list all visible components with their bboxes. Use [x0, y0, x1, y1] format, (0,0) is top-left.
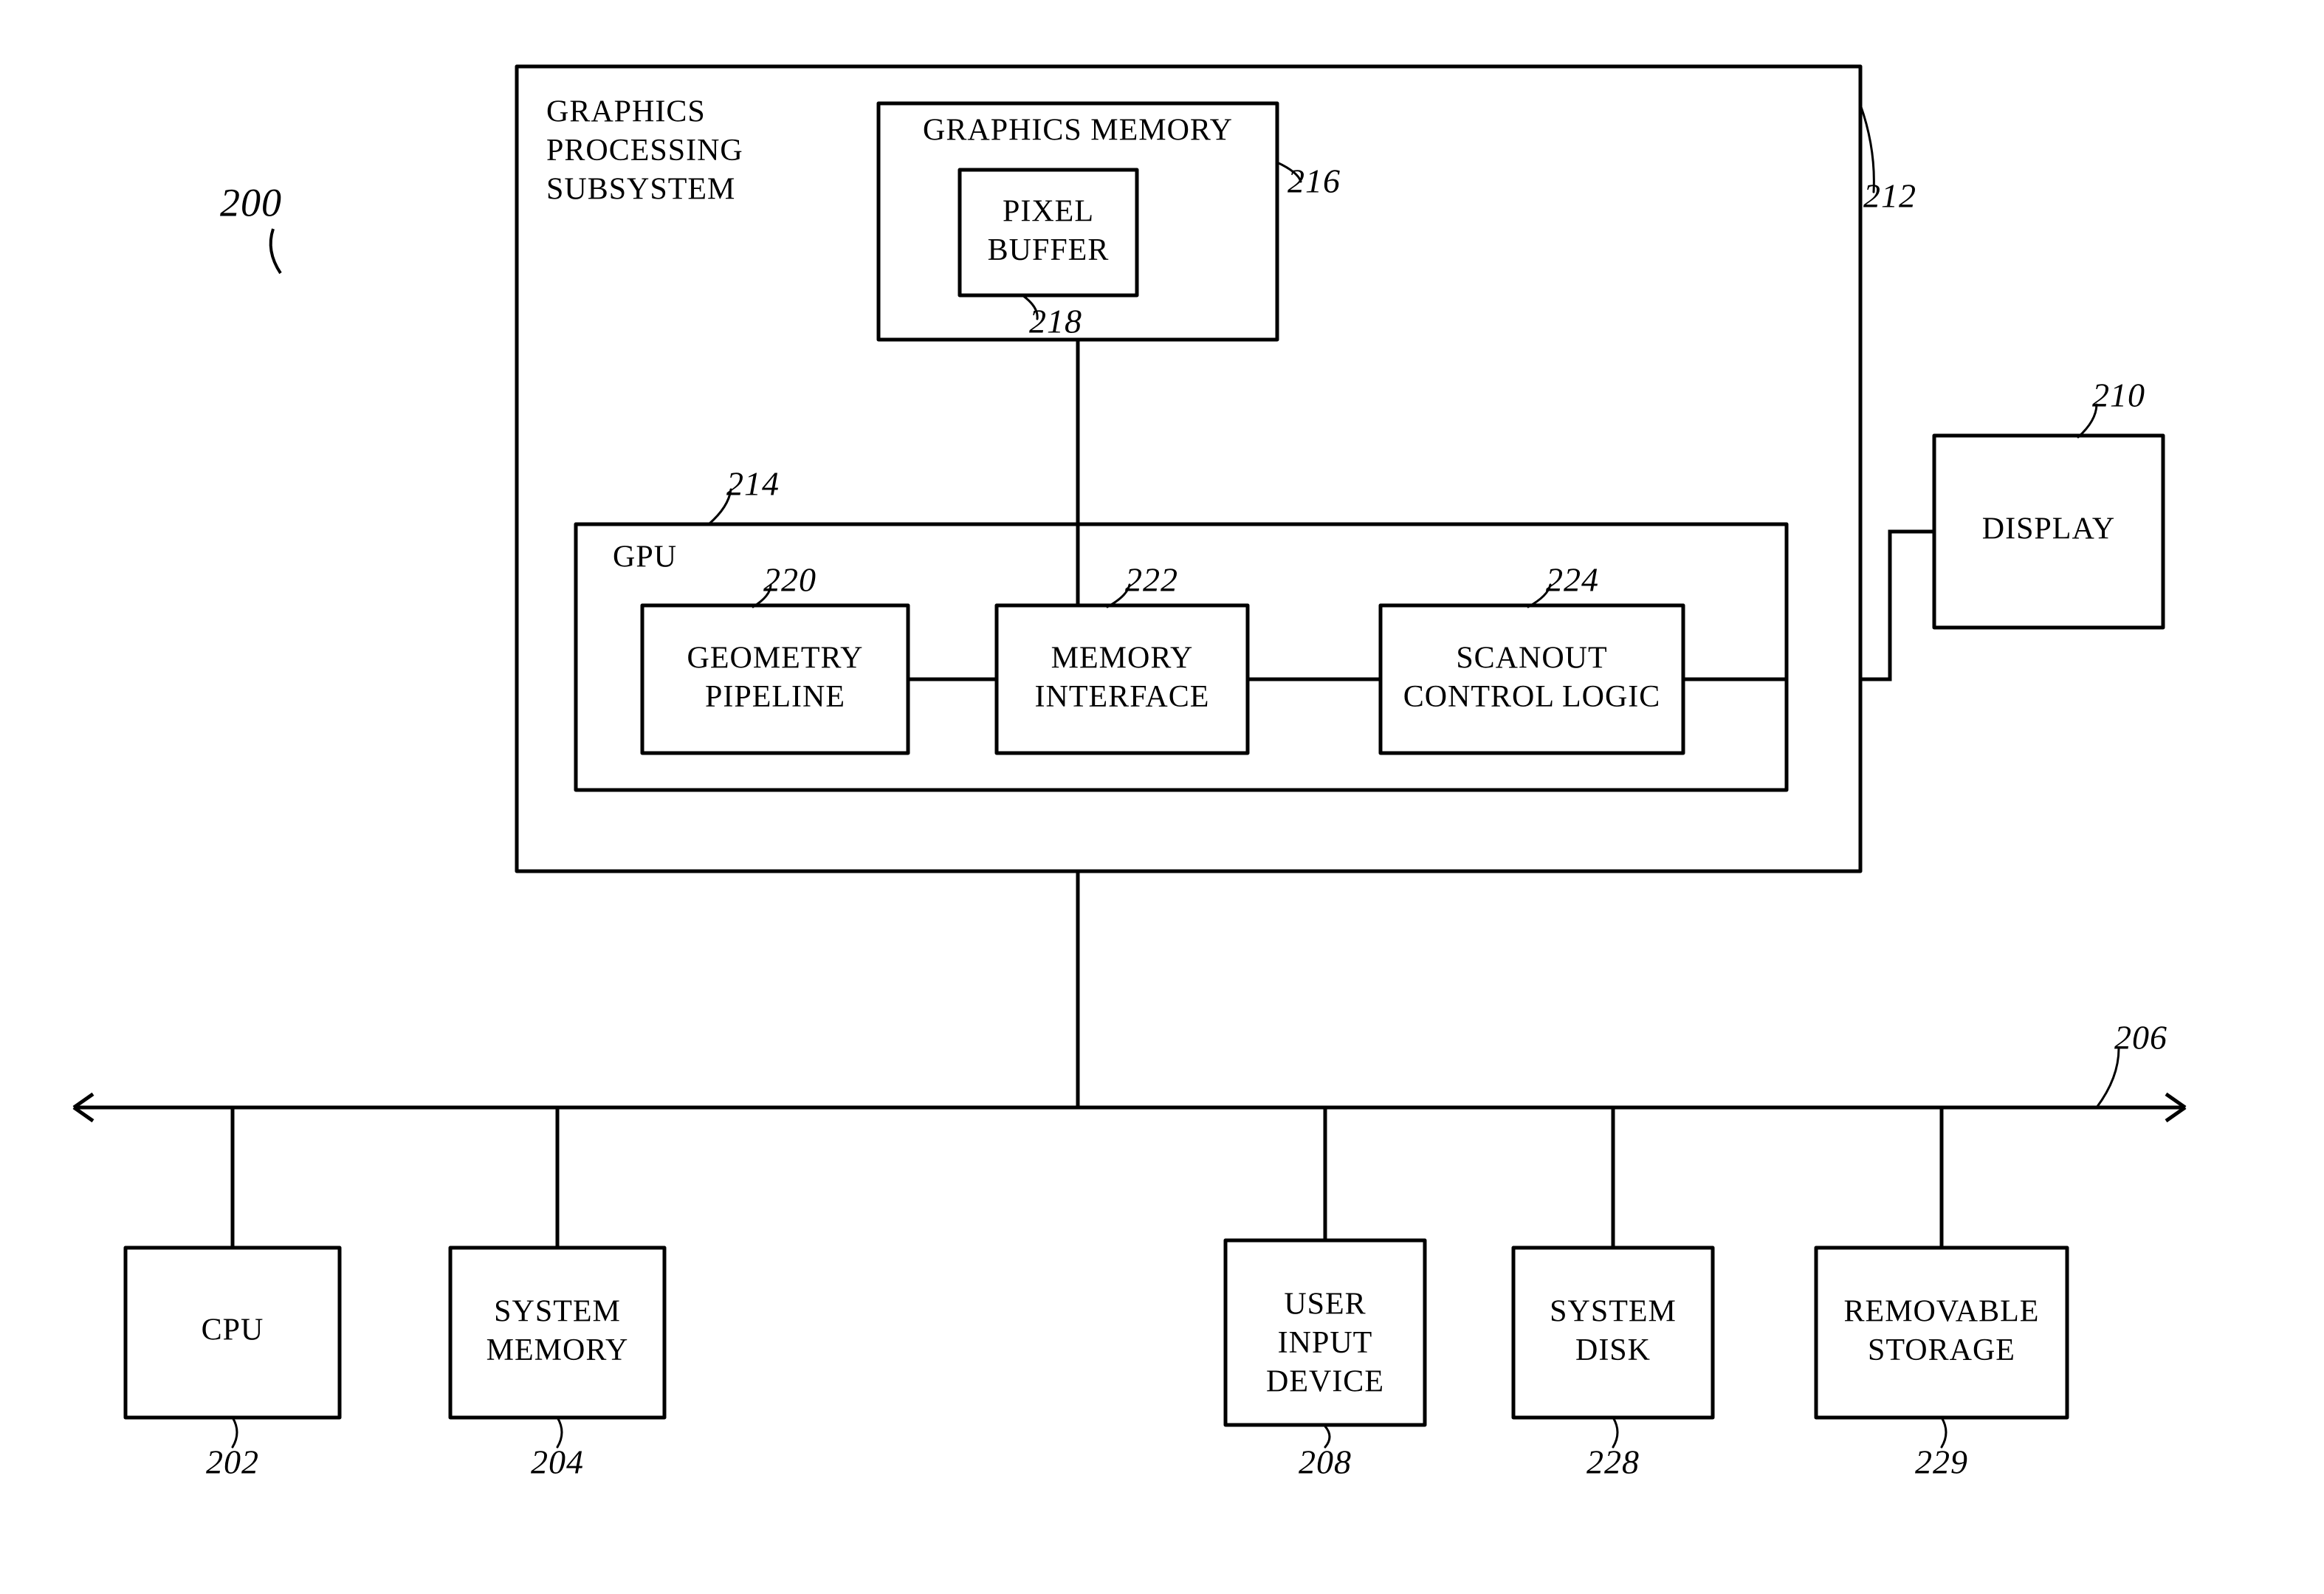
ref-display: 210 [2092, 377, 2145, 414]
node-cpu: CPU 202 [126, 1248, 340, 1481]
node-memif: MEMORY INTERFACE 222 [997, 561, 1248, 753]
edge-gps-to-display-a [1860, 532, 1934, 679]
ref-uinput: 208 [1299, 1443, 1352, 1481]
label-sysdisk-0: SYSTEM [1550, 1295, 1677, 1329]
label-cpu-0: CPU [202, 1313, 264, 1347]
block-diagram: GRAPHICS PROCESSING SUBSYSTEM 212 GRAPHICS M… [0, 0, 2324, 1594]
label-scanout-1: CONTROL LOGIC [1403, 680, 1661, 714]
figure-ref: 200 [220, 180, 282, 273]
node-uinput: USER INPUT DEVICE 208 [1225, 1240, 1425, 1481]
label-gpu-0: GPU [613, 540, 677, 574]
node-sysdisk: SYSTEM DISK 228 [1513, 1248, 1713, 1481]
node-geom: GEOMETRY PIPELINE 220 [642, 561, 908, 753]
label-pixbuf-0: PIXEL [1003, 195, 1094, 229]
system-bus: 206 [74, 1019, 2185, 1121]
node-rstor: REMOVABLE STORAGE 229 [1816, 1248, 2067, 1481]
label-rstor-0: REMOVABLE [1844, 1295, 2040, 1329]
label-uinput-2: DEVICE [1266, 1365, 1384, 1399]
label-sysmem-1: MEMORY [487, 1333, 629, 1367]
label-uinput-1: INPUT [1278, 1326, 1373, 1360]
ref-gpu: 214 [726, 465, 780, 503]
ref-bus: 206 [2114, 1019, 2167, 1057]
label-geom-1: PIPELINE [705, 680, 845, 714]
label-memif-1: INTERFACE [1035, 680, 1210, 714]
label-uinput-0: USER [1284, 1288, 1366, 1322]
ref-gmem: 216 [1288, 162, 1341, 200]
node-display: DISPLAY 210 [1934, 377, 2163, 628]
ref-sysmem: 204 [531, 1443, 584, 1481]
node-gmem: GRAPHICS MEMORY 216 [879, 103, 1341, 340]
ref-rstor: 229 [1915, 1443, 1968, 1481]
node-scanout: SCANOUT CONTROL LOGIC 224 [1381, 561, 1683, 753]
label-scanout-0: SCANOUT [1456, 642, 1607, 676]
ref-scanout: 224 [1546, 561, 1599, 599]
node-pixbuf: PIXEL BUFFER 218 [960, 170, 1137, 340]
ref-pixbuf: 218 [1029, 303, 1082, 340]
node-sysmem: SYSTEM MEMORY 204 [450, 1248, 664, 1481]
ref-gps: 212 [1863, 177, 1916, 215]
label-rstor-1: STORAGE [1868, 1333, 2015, 1367]
svg-text:200: 200 [220, 180, 282, 224]
node-gpu: GPU 214 [576, 465, 1787, 790]
label-gps-2: SUBSYSTEM [546, 173, 735, 207]
label-pixbuf-1: BUFFER [988, 233, 1110, 267]
ref-sysdisk: 228 [1586, 1443, 1640, 1481]
label-sysmem-0: SYSTEM [494, 1295, 621, 1329]
ref-cpu: 202 [206, 1443, 259, 1481]
ref-geom: 220 [763, 561, 817, 599]
label-gps-0: GRAPHICS [546, 95, 706, 129]
label-gmem-0: GRAPHICS MEMORY [923, 114, 1233, 148]
label-gps-1: PROCESSING [546, 134, 743, 168]
label-sysdisk-1: DISK [1575, 1333, 1651, 1367]
label-display-0: DISPLAY [1982, 512, 2116, 546]
label-memif-0: MEMORY [1051, 642, 1194, 676]
ref-memif: 222 [1125, 561, 1178, 599]
label-geom-0: GEOMETRY [687, 642, 864, 676]
